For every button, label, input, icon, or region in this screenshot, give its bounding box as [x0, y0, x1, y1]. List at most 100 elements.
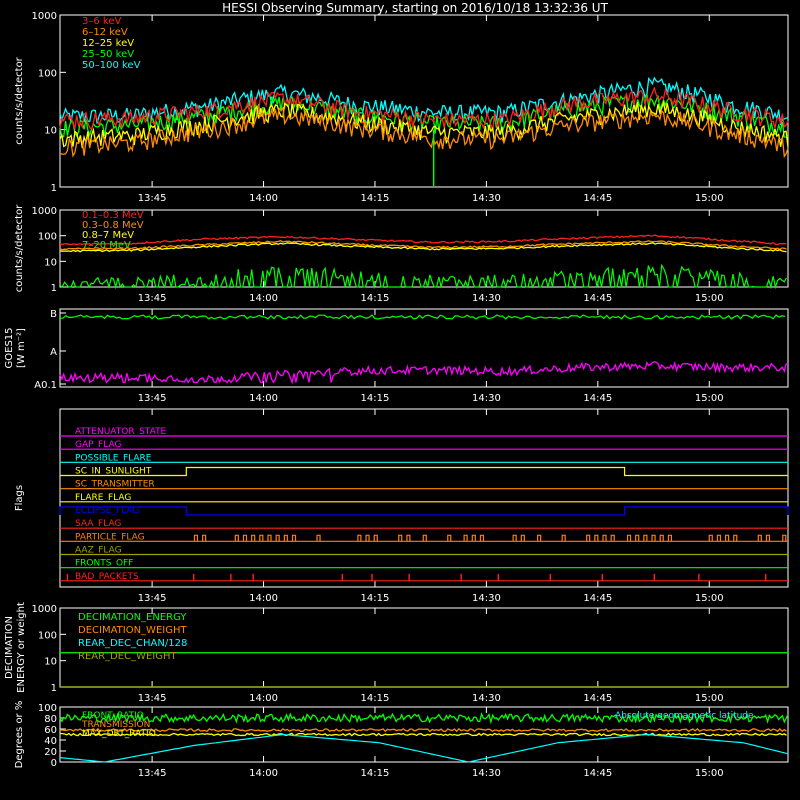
- legend-entry: REAR_DEC_CHAN/128: [78, 638, 187, 649]
- x-tick-label: 14:00: [249, 393, 278, 404]
- y-tick-label: 10: [44, 126, 57, 137]
- flag-label: BAD_PACKETS: [75, 572, 139, 582]
- y-axis-label-2: [W m⁻²]: [16, 328, 27, 368]
- y-tick-label: 1: [51, 183, 57, 194]
- x-tick-label: 14:15: [361, 193, 390, 204]
- x-tick-label: 14:30: [472, 193, 501, 204]
- legend-entry: 25–50 keV: [82, 49, 134, 60]
- x-tick-label: 15:00: [695, 693, 724, 704]
- series-7-20-mev: [59, 263, 788, 290]
- x-tick-label: 14:45: [583, 593, 612, 604]
- legend-entry: 12–25 keV: [82, 38, 134, 49]
- legend-entry: DECIMATION_WEIGHT: [78, 625, 187, 636]
- x-tick-label: 14:30: [472, 593, 501, 604]
- series-geomagnetic-latitude: [59, 733, 789, 763]
- x-tick-label: 13:45: [138, 293, 167, 304]
- y-tick-label: 20: [44, 747, 57, 758]
- y-tick-label: 40: [44, 736, 57, 747]
- y-tick-label: 1000: [32, 604, 57, 615]
- flag-label: ATTENUATOR_STATE: [75, 427, 167, 437]
- series-3-6-kev: [59, 86, 789, 131]
- x-tick-label: 14:15: [361, 293, 390, 304]
- y-tick-label: A0.1: [34, 380, 57, 391]
- x-tick-label: 14:30: [472, 768, 501, 779]
- x-tick-label: 14:15: [361, 593, 390, 604]
- y-tick-label: 80: [44, 714, 57, 725]
- y-axis-label: DECIMATION: [4, 616, 15, 679]
- legend-entry: FRONT_RATIO: [82, 711, 144, 721]
- chart-title: HESSI Observing Summary, starting on 201…: [222, 1, 608, 15]
- x-tick-label: 13:45: [138, 693, 167, 704]
- x-tick-label: 14:30: [472, 693, 501, 704]
- legend-entry: REAR_DEC_WEIGHT: [78, 651, 177, 662]
- bad-packets-spikes: [66, 573, 767, 581]
- y-tick-label: 10: [44, 657, 57, 668]
- x-tick-label: 13:45: [138, 768, 167, 779]
- particle-flag-pulses: [193, 534, 787, 542]
- x-tick-label: 14:15: [361, 393, 390, 404]
- legend-entry: MAX_DET_RATIO: [82, 729, 156, 739]
- x-tick-label: 14:45: [583, 193, 612, 204]
- x-tick-label: 14:30: [472, 393, 501, 404]
- annotation-label: Absolute geomagnetic latitude: [615, 711, 754, 721]
- legend-entry: TRANSMISSION: [81, 720, 150, 730]
- y-axis-label: counts/s/detector: [14, 204, 25, 292]
- x-tick-label: 15:00: [695, 393, 724, 404]
- series-transmission: [59, 727, 787, 733]
- x-tick-label: 15:00: [695, 768, 724, 779]
- y-axis-label: counts/s/detector: [14, 56, 25, 144]
- y-tick-label: 0: [51, 758, 57, 769]
- legend-entry: 3–6 keV: [82, 16, 121, 27]
- flag-label: FLARE_FLAG: [75, 493, 131, 503]
- panel-high-energy: [59, 209, 789, 290]
- series-goes-short: [59, 360, 789, 385]
- y-tick-label: 100: [38, 68, 57, 79]
- panel-goes: [59, 308, 789, 388]
- series-12-25-kev: [59, 100, 789, 149]
- flag-label: PARTICLE_FLAG: [75, 532, 145, 542]
- x-tick-label: 14:30: [472, 293, 501, 304]
- x-tick-label: 14:45: [583, 393, 612, 404]
- panel-frame: [59, 706, 789, 763]
- x-tick-label: 14:45: [583, 768, 612, 779]
- flag-label: SAA_FLAG: [75, 519, 121, 529]
- x-tick-label: 14:15: [361, 693, 390, 704]
- y-tick-label: 100: [38, 630, 57, 641]
- legend-entry: DECIMATION_ENERGY: [78, 612, 187, 623]
- x-tick-label: 13:45: [138, 193, 167, 204]
- legend-entry: 0.1–0.3 MeV: [82, 210, 144, 221]
- panel-decimation: [59, 607, 789, 688]
- flag-label: GAP_FLAG: [75, 440, 121, 450]
- x-tick-label: 14:45: [583, 293, 612, 304]
- panel-frame: [59, 408, 789, 588]
- y-tick-label: 100: [38, 232, 57, 243]
- x-tick-label: 13:45: [138, 393, 167, 404]
- x-tick-label: 14:15: [361, 768, 390, 779]
- flag-label: FRONTS_OFF: [75, 559, 133, 569]
- x-tick-label: 14:00: [249, 593, 278, 604]
- series-0-3-0-8-mev: [59, 239, 787, 251]
- legend-entry: 0.3–0.8 MeV: [82, 220, 144, 231]
- y-tick-label: 100: [38, 703, 57, 714]
- x-tick-label: 15:00: [695, 293, 724, 304]
- panel-count-rates: [59, 14, 789, 188]
- legend-entry: 50–100 keV: [82, 60, 141, 71]
- y-axis-label: Flags: [14, 485, 25, 511]
- y-tick-label: 1: [51, 683, 57, 694]
- legend-entry: 0.8–7 MeV: [82, 230, 134, 241]
- series-0-8-7-mev: [59, 242, 787, 253]
- panel-frame: [59, 14, 789, 188]
- flag-label: SC_TRANSMITTER: [75, 480, 155, 490]
- y-tick-label: 1000: [32, 206, 57, 217]
- x-tick-label: 14:00: [249, 768, 278, 779]
- y-axis-label: Degrees or %: [14, 701, 25, 769]
- series-max-det-ratio: [59, 732, 787, 737]
- flag-label: ECLIPSE_FLAG: [75, 506, 139, 516]
- y-tick-label: A: [50, 347, 57, 358]
- flag-label: POSSIBLE_FLARE: [75, 453, 152, 463]
- legend-entry: 7–20 MeV: [82, 240, 131, 251]
- y-tick-label: 1000: [32, 11, 57, 22]
- x-tick-label: 14:45: [583, 693, 612, 704]
- series-6-12-kev: [59, 106, 789, 159]
